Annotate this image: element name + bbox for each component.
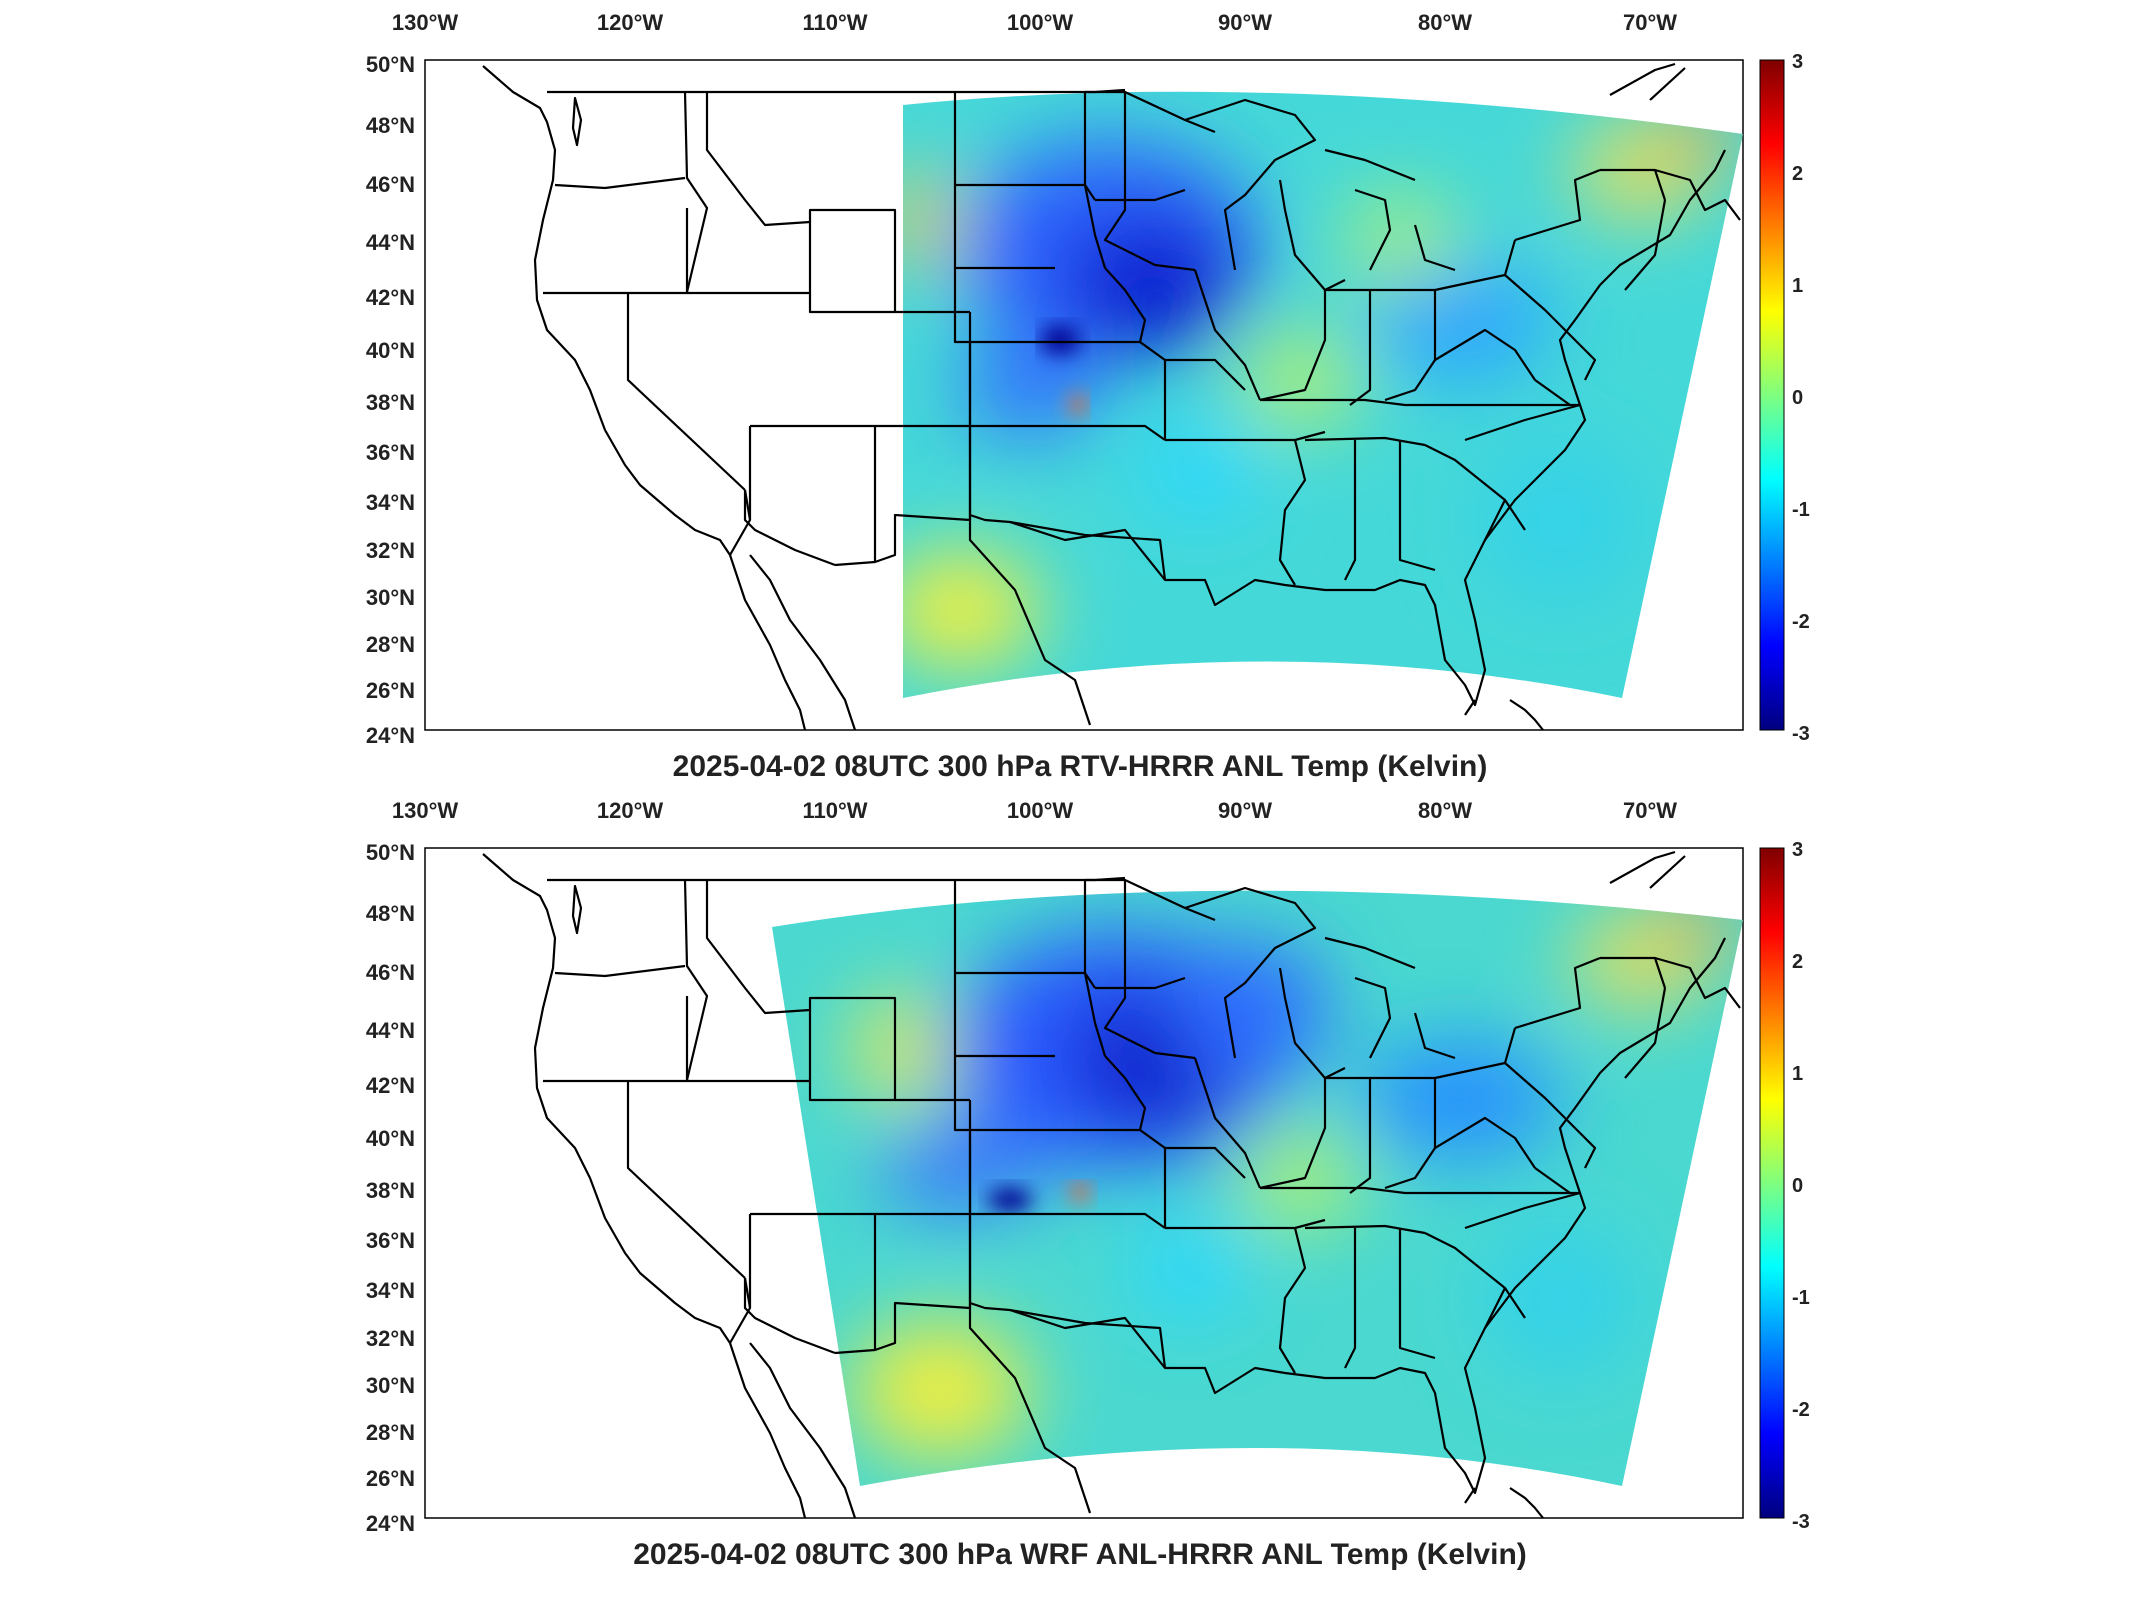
- lat-label: 46°N: [366, 172, 415, 197]
- panel-title: 2025-04-02 08UTC 300 hPa RTV-HRRR ANL Te…: [673, 750, 1488, 783]
- lat-label: 38°N: [366, 390, 415, 415]
- lat-label: 32°N: [366, 538, 415, 563]
- lon-label: 100°W: [1007, 10, 1074, 35]
- colorbar-tick: 0: [1792, 1175, 1803, 1197]
- colorbar-tick: -2: [1792, 611, 1810, 633]
- latitude-labels: 50°N 48°N 46°N 44°N 42°N 40°N 38°N 36°N …: [366, 52, 415, 748]
- lon-label: 80°W: [1418, 798, 1472, 823]
- lon-label: 70°W: [1623, 10, 1677, 35]
- lon-label: 110°W: [802, 798, 867, 823]
- lat-label: 26°N: [366, 1466, 415, 1491]
- colorbar-tick: 2: [1792, 163, 1803, 185]
- lat-label: 28°N: [366, 632, 415, 657]
- lat-label: 44°N: [366, 230, 415, 255]
- colorbar: [1759, 59, 1785, 731]
- colorbar-tick: -3: [1792, 1511, 1810, 1533]
- lat-label: 26°N: [366, 678, 415, 703]
- lat-label: 36°N: [366, 440, 415, 465]
- map-panel-top: 3 2 1 0 -1 -2 -3 130°W 120°W 110°W 100°W…: [366, 10, 1810, 783]
- lon-label: 130°W: [392, 10, 459, 35]
- lat-label: 40°N: [366, 338, 415, 363]
- colorbar-ticks: 3 2 1 0 -1 -2 -3: [1792, 51, 1810, 745]
- colorbar: [1759, 847, 1785, 1519]
- lat-label: 32°N: [366, 1326, 415, 1351]
- lat-label: 48°N: [366, 113, 415, 138]
- lat-label: 30°N: [366, 585, 415, 610]
- lon-label: 70°W: [1623, 798, 1677, 823]
- lat-label: 34°N: [366, 1278, 415, 1303]
- colorbar-tick: 3: [1792, 51, 1803, 73]
- colorbar-tick: -1: [1792, 499, 1810, 521]
- map-panel-bottom: 3 2 1 0 -1 -2 -3 130°W 120°W 110°W 100°W…: [366, 798, 1810, 1571]
- lon-label: 120°W: [597, 798, 664, 823]
- lat-label: 28°N: [366, 1420, 415, 1445]
- colorbar-ticks: 3 2 1 0 -1 -2 -3: [1792, 839, 1810, 1533]
- lon-label: 90°W: [1218, 798, 1272, 823]
- lon-label: 100°W: [1007, 798, 1074, 823]
- longitude-labels: 130°W 120°W 110°W 100°W 90°W 80°W 70°W: [392, 798, 1677, 823]
- temperature-difference-field: [903, 91, 1743, 698]
- panel-title: 2025-04-02 08UTC 300 hPa WRF ANL-HRRR AN…: [633, 1538, 1527, 1571]
- lat-label: 46°N: [366, 960, 415, 985]
- lat-label: 50°N: [366, 52, 415, 77]
- colorbar-tick: -2: [1792, 1399, 1810, 1421]
- colorbar-tick: 3: [1792, 839, 1803, 861]
- colorbar-tick: -1: [1792, 1287, 1810, 1309]
- lat-label: 34°N: [366, 490, 415, 515]
- colorbar-tick: 1: [1792, 1063, 1803, 1085]
- lon-label: 130°W: [392, 798, 459, 823]
- lat-label: 42°N: [366, 1073, 415, 1098]
- lat-label: 38°N: [366, 1178, 415, 1203]
- lat-label: 24°N: [366, 1511, 415, 1536]
- temperature-difference-field: [772, 890, 1743, 1486]
- lon-label: 120°W: [597, 10, 664, 35]
- lon-label: 110°W: [802, 10, 867, 35]
- colorbar-tick: 0: [1792, 387, 1803, 409]
- lat-label: 48°N: [366, 901, 415, 926]
- latitude-labels: 50°N 48°N 46°N 44°N 42°N 40°N 38°N 36°N …: [366, 840, 415, 1536]
- lat-label: 40°N: [366, 1126, 415, 1151]
- lat-label: 42°N: [366, 285, 415, 310]
- lat-label: 36°N: [366, 1228, 415, 1253]
- lat-label: 30°N: [366, 1373, 415, 1398]
- colorbar-tick: 2: [1792, 951, 1803, 973]
- lat-label: 50°N: [366, 840, 415, 865]
- lon-label: 90°W: [1218, 10, 1272, 35]
- colorbar-tick: 1: [1792, 275, 1803, 297]
- longitude-labels: 130°W 120°W 110°W 100°W 90°W 80°W 70°W: [392, 10, 1677, 35]
- lat-label: 44°N: [366, 1018, 415, 1043]
- colorbar-tick: -3: [1792, 723, 1810, 745]
- lon-label: 80°W: [1418, 10, 1472, 35]
- lat-label: 24°N: [366, 723, 415, 748]
